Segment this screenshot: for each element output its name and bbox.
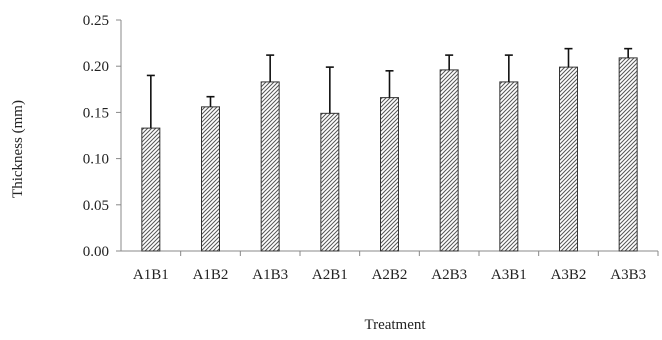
tick-labels: 0.00 0.05 0.10 0.15 0.20 0.25 A1B1 A1B2 A1B3 A2B1… [83, 13, 646, 283]
x-tick-label: A2B2 [372, 267, 408, 283]
y-tick-label: 0.15 [83, 105, 109, 121]
bar-a3b2 [559, 66, 578, 252]
bar-a3b1 [499, 81, 519, 252]
bar-a2b3 [439, 69, 459, 252]
bar-a1b2 [201, 106, 220, 252]
x-tick-label: A2B3 [431, 267, 467, 283]
x-tick-label: A3B3 [610, 267, 646, 283]
bar-a1b1 [141, 127, 161, 252]
x-axis-title: Treatment [364, 317, 426, 333]
x-tick-label: A1B3 [252, 267, 288, 283]
y-tick-label: 0.25 [83, 13, 109, 29]
x-tick-label: A1B2 [193, 267, 229, 283]
bars [141, 57, 638, 252]
x-tick-label: A3B2 [551, 267, 587, 283]
error-bars [146, 47, 633, 129]
x-tick-label: A3B1 [491, 267, 527, 283]
bar-a2b2 [380, 97, 399, 252]
y-tick-label: 0.10 [83, 152, 109, 168]
y-tick-label: 0.20 [83, 59, 109, 75]
bar-a1b3 [260, 81, 280, 252]
y-axis-title: Thickness (mm) [10, 100, 26, 198]
bar-a3b3 [618, 57, 638, 252]
y-tick-label: 0.00 [83, 244, 109, 260]
x-tick-label: A2B1 [312, 267, 348, 283]
y-tick-label: 0.05 [83, 198, 109, 214]
bar-a2b1 [320, 112, 340, 252]
x-tick-label: A1B1 [133, 267, 169, 283]
